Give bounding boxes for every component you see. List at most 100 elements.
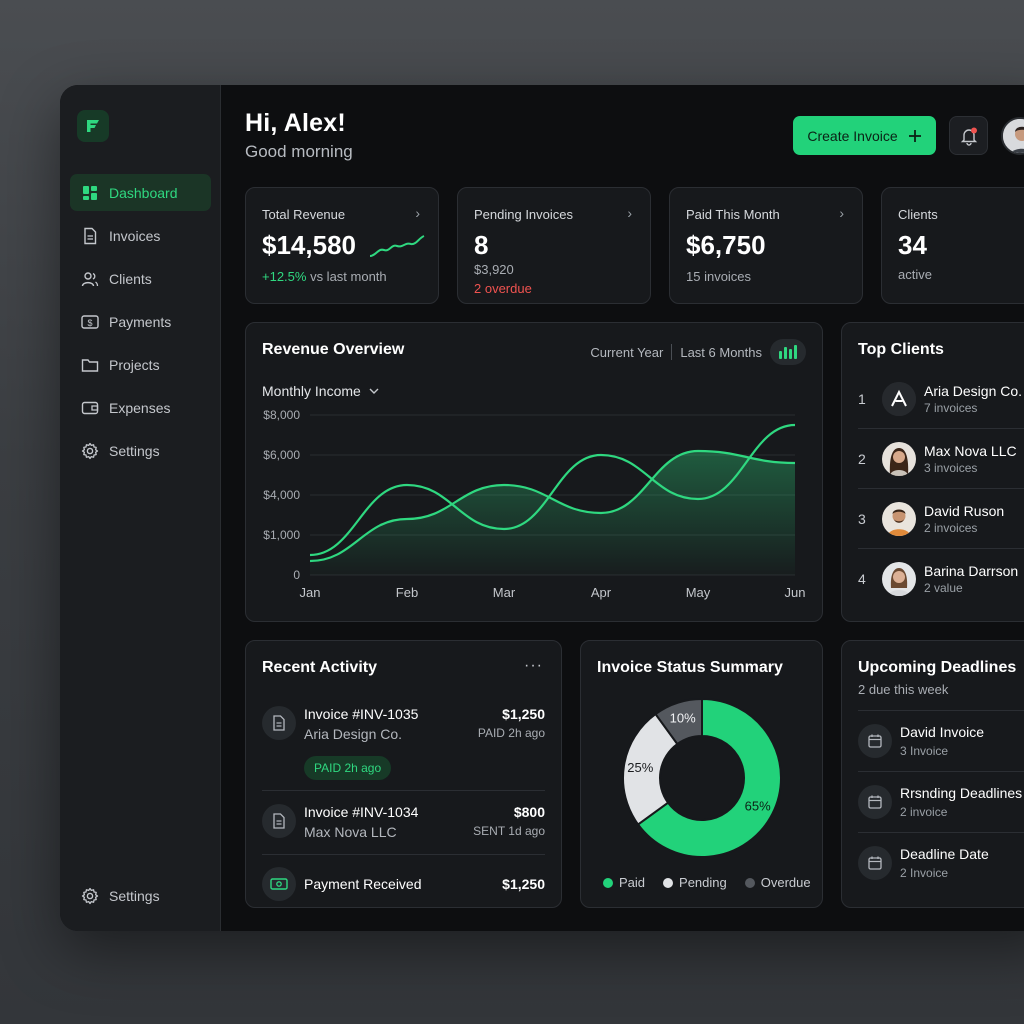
bell-icon xyxy=(960,127,977,146)
client-row[interactable]: 3 David Ruson 2 invoices xyxy=(858,489,1024,549)
more-options-icon[interactable]: ··· xyxy=(524,657,543,674)
legend-dot xyxy=(744,878,755,888)
legend-paid: Paid xyxy=(603,875,645,890)
invoice-status-card: Invoice Status Summary 65% 25% 10% Paid Pe… xyxy=(580,640,823,908)
page-subtitle: Good morning xyxy=(245,142,353,161)
user-avatar[interactable] xyxy=(1001,117,1024,155)
activity-sub: Max Nova LLC xyxy=(304,824,397,840)
stat-subtext: active xyxy=(898,267,932,282)
deadline-sub: 2 Invoice xyxy=(900,866,949,880)
deadline-sub: 2 invoice xyxy=(900,805,948,819)
client-logo-icon xyxy=(882,381,916,416)
client-row[interactable]: 4 Barina Darrson 2 value xyxy=(858,549,1024,609)
y-tick-label: $8,000 xyxy=(263,408,300,422)
deadline-item[interactable]: Rrsnding Deadlines 2 invoice xyxy=(858,771,1024,831)
income-dropdown[interactable]: Monthly Income xyxy=(262,383,379,399)
client-row[interactable]: 1 Aria Design Co. 7 invoices xyxy=(858,369,1024,429)
create-invoice-button[interactable]: Create Invoice xyxy=(793,116,936,155)
client-name: Max Nova LLC xyxy=(924,442,1017,459)
sidebar-bottom: Settings xyxy=(70,877,211,920)
client-rank: 3 xyxy=(858,510,866,527)
divider xyxy=(262,790,545,791)
sparkline-icon xyxy=(369,235,425,257)
stat-subtext: 15 invoices xyxy=(686,269,752,284)
revenue-line-chart: 0 $1,000 $4,000 $6,000 $8,000 Jan Feb Mar Apr May… xyxy=(263,408,806,600)
sidebar-item-settings[interactable]: Settings xyxy=(70,432,211,469)
sidebar-item-expenses[interactable]: Expenses xyxy=(70,389,211,426)
period-selector: Current Year Last 6 Months xyxy=(590,339,806,365)
legend-label: Pending xyxy=(679,875,727,890)
x-tick-label: Apr xyxy=(591,585,612,600)
activity-item[interactable]: Payment Received $1,250 xyxy=(262,867,545,901)
client-avatar xyxy=(882,441,916,476)
divider xyxy=(671,344,673,360)
client-sub: 2 invoices xyxy=(924,520,978,535)
donut-slice-overdue[interactable] xyxy=(654,697,703,746)
sidebar-item-dashboard[interactable]: Dashboard xyxy=(70,174,211,211)
client-sub: 7 invoices xyxy=(924,400,978,415)
client-row[interactable]: 2 Max Nova LLC 3 invoices xyxy=(858,429,1024,489)
dollar-card-icon: $ xyxy=(81,313,99,331)
stat-label: Clients xyxy=(898,207,938,222)
calendar-icon xyxy=(858,785,892,819)
stat-card-clients[interactable]: Clients 34 active xyxy=(881,187,1024,304)
bar-chart-icon[interactable] xyxy=(770,339,806,365)
stat-value: $14,580 xyxy=(262,230,356,260)
donut-slice-paid[interactable] xyxy=(636,697,782,858)
sidebar-item-settings-bottom[interactable]: Settings xyxy=(70,877,211,914)
period-current-year[interactable]: Current Year xyxy=(590,344,664,360)
stat-overdue: 2 overdue xyxy=(474,281,532,296)
client-name: Aria Design Co. xyxy=(924,382,1023,399)
stat-change-value: +12.5% xyxy=(262,269,307,284)
notifications-button[interactable] xyxy=(949,116,988,155)
stat-value: 8 xyxy=(474,230,489,260)
client-rank: 2 xyxy=(858,450,866,467)
stat-label: Pending Invoices xyxy=(474,207,574,222)
deadline-item[interactable]: David Invoice 3 Invoice xyxy=(858,710,1024,770)
chevron-right-icon: › xyxy=(627,205,632,221)
page-title: Hi, Alex! xyxy=(245,109,346,137)
card-title: Top Clients xyxy=(858,341,944,358)
x-tick-label: Jun xyxy=(785,585,806,600)
status-badge: PAID 2h ago xyxy=(304,756,392,780)
upcoming-deadlines-card: Upcoming Deadlines 2 due this week David… xyxy=(841,640,1024,908)
y-tick-label: $6,000 xyxy=(263,448,300,462)
donut-label: 65% xyxy=(745,798,771,813)
sidebar-item-clients[interactable]: Clients xyxy=(70,260,211,297)
client-rank: 1 xyxy=(858,390,866,407)
activity-item[interactable]: Invoice #INV-1035 Aria Design Co. $1,250… xyxy=(262,706,545,786)
sidebar-item-payments[interactable]: $ Payments xyxy=(70,303,211,340)
chevron-right-icon: › xyxy=(415,205,420,221)
legend-dot xyxy=(663,878,674,888)
deadline-item[interactable]: Deadline Date 2 Invoice xyxy=(858,832,1024,892)
donut-legend: Paid Pending Overdue xyxy=(603,875,811,890)
brand-logo-icon[interactable] xyxy=(77,110,109,142)
stat-label: Paid This Month xyxy=(686,207,780,222)
folder-icon xyxy=(81,356,99,374)
sidebar-item-label: Invoices xyxy=(109,227,161,244)
series-line-2 xyxy=(309,449,796,563)
deadline-title: Deadline Date xyxy=(900,846,989,862)
sidebar-item-label: Projects xyxy=(109,356,160,373)
donut-label: 25% xyxy=(627,760,653,775)
stat-card-paid-this-month[interactable]: Paid This Month › $6,750 15 invoices xyxy=(669,187,863,304)
stat-card-pending-invoices[interactable]: Pending Invoices › 8 $3,920 2 overdue xyxy=(457,187,651,304)
card-title: Upcoming Deadlines xyxy=(858,659,1017,676)
stat-value: 34 xyxy=(898,230,927,260)
document-icon xyxy=(262,706,296,740)
sidebar-item-invoices[interactable]: Invoices xyxy=(70,217,211,254)
greeting-block: Hi, Alex! Good morning xyxy=(245,109,353,162)
top-clients-card: Top Clients 1 Aria Design Co. 7 invoices… xyxy=(841,322,1024,622)
y-tick-label: $4,000 xyxy=(263,488,300,502)
plus-icon xyxy=(908,129,921,142)
period-last-6-months[interactable]: Last 6 Months xyxy=(680,344,762,360)
cash-icon xyxy=(262,867,296,901)
stat-amount: $3,920 xyxy=(474,262,514,277)
card-title: Recent Activity xyxy=(262,659,377,676)
sidebar-item-label: Clients xyxy=(109,270,152,287)
client-avatar xyxy=(882,501,916,536)
sidebar-item-projects[interactable]: Projects xyxy=(70,346,211,383)
activity-item[interactable]: Invoice #INV-1034 Max Nova LLC $800 SENT… xyxy=(262,804,545,849)
grid-icon xyxy=(81,184,99,202)
stat-card-total-revenue[interactable]: Total Revenue › $14,580 +12.5% vs last m… xyxy=(245,187,439,304)
